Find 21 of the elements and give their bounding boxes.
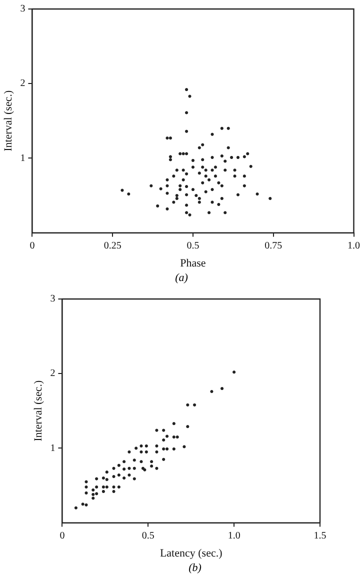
x-tick-label: 0.75 xyxy=(264,240,282,252)
y-tick-label: 3 xyxy=(50,294,56,305)
x-tick-label: 0.25 xyxy=(104,240,122,252)
x-tick-label: 0.5 xyxy=(186,240,200,252)
y-tick-label: 3 xyxy=(20,4,26,15)
y-tick-label: 1 xyxy=(20,152,26,164)
y-tick-label: 2 xyxy=(50,368,56,380)
x-tick-label: 1.5 xyxy=(314,530,326,542)
y-tick-label: 1 xyxy=(50,442,56,454)
text: (a) xyxy=(174,272,189,284)
y-tick-label: 2 xyxy=(20,78,26,90)
y-axis-title: Interval (sec.) xyxy=(2,90,14,152)
x-tick-label: 1.0 xyxy=(348,240,360,252)
x-tick-label: 0 xyxy=(30,240,35,252)
x-tick-label: 0.5 xyxy=(142,530,154,542)
x-tick-label: 0 xyxy=(60,530,65,542)
x-tick-label: 1.0 xyxy=(228,530,240,542)
x-axis-title: Latency (sec.) xyxy=(160,547,223,560)
text: (b) xyxy=(188,562,202,574)
x-axis-title: Phase xyxy=(180,257,206,270)
y-axis-title: Interval (sec.) xyxy=(32,380,44,442)
